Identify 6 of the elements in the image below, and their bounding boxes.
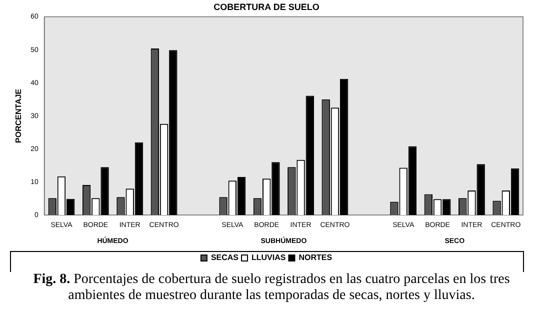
legend-label: NORTES (298, 253, 333, 262)
chart-title: COBERTURA DE SUELO (214, 2, 320, 12)
y-axis-title: PORCENTAJE (14, 88, 24, 143)
legend-label: SECAS (210, 253, 240, 262)
text: Fig. 8. Porcentajes de cobertura de suelo registrados en las cuatro parcelas en los tres ambientes de muestreo durante las temporadas de secas, nortes y lluvias. (32, 272, 511, 304)
legend-label: LLUVIAS (252, 253, 286, 262)
